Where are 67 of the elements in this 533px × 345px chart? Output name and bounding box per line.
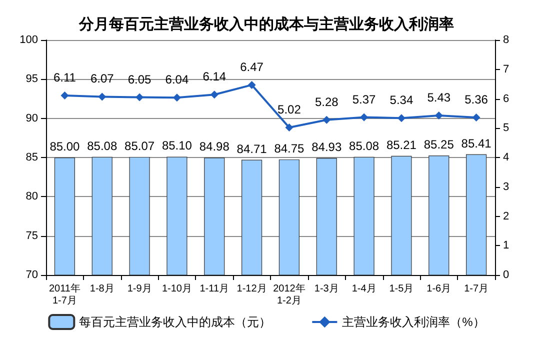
data-label: 6.14 (202, 70, 226, 84)
point (98, 92, 106, 101)
x-tick-label: 1-7月 (464, 284, 489, 294)
y-tick-label: 100 (20, 34, 38, 46)
x-tick-label: 1-12月 (236, 284, 267, 294)
data-label: 85.21 (386, 138, 417, 152)
data-label: 5.02 (278, 102, 302, 117)
data-label: 85.08 (87, 138, 118, 153)
point (248, 80, 256, 89)
y-tick-label: 75 (26, 230, 38, 242)
data-label: 5.36 (464, 92, 488, 107)
data-label: 84.98 (199, 140, 230, 154)
x-tick-label: 1-8月 (90, 284, 114, 294)
data-label: 6.05 (128, 72, 152, 86)
data-label: 6.07 (90, 72, 114, 86)
x-tick-label: 1-10月 (162, 284, 192, 294)
y-tick-label: 80 (26, 190, 38, 203)
y2-tick-label: 7 (503, 63, 510, 76)
data-label: 84.75 (274, 141, 305, 156)
data-label: 5.43 (427, 90, 451, 104)
y-tick-label: 85 (26, 152, 38, 164)
y2-tick-label: 5 (503, 122, 510, 134)
data-label: 85.08 (349, 138, 380, 153)
data-label: 84.93 (312, 140, 342, 154)
chart-title: 分月每百元主营业务收入中的成本与主营业务收入利润率 (78, 15, 454, 33)
data-label: 85.07 (124, 138, 155, 153)
y2-tick-label: 8 (503, 34, 510, 46)
y2-tick-label: 1 (503, 240, 510, 252)
data-label: 85.00 (50, 140, 80, 154)
data-label: 84.71 (236, 142, 268, 156)
data-label: 5.37 (352, 92, 376, 106)
y-tick-label: 90 (26, 112, 38, 124)
data-label: 6.47 (240, 60, 264, 74)
y2-tick-label: 6 (503, 92, 510, 105)
x-tick-label: 1-5月 (389, 284, 414, 294)
point (210, 90, 218, 99)
x-tick-label: 1-9月 (127, 284, 152, 294)
point (472, 114, 480, 122)
data-label: 85.25 (424, 138, 454, 152)
data-label: 6.11 (53, 70, 76, 85)
x-tick-label: 2011年 1-7月 (48, 282, 80, 306)
y2-tick-label: 2 (503, 210, 510, 222)
x-tick-label: 1-11月 (200, 284, 230, 294)
point (360, 113, 368, 122)
point (285, 124, 294, 132)
point (136, 93, 144, 102)
legend-label: 每百元主营业务收入中的成本（元） (79, 315, 272, 329)
y-tick-label: 95 (26, 73, 38, 86)
x-tick-label: 1-4月 (352, 284, 376, 294)
data-label: 85.41 (461, 136, 492, 150)
point (434, 111, 443, 120)
data-label: 6.04 (165, 72, 189, 87)
point (322, 116, 331, 124)
y2-tick-label: 4 (503, 152, 510, 164)
point (172, 94, 181, 102)
point (397, 114, 406, 122)
x-tick-label: 1-3月 (314, 284, 339, 294)
data-label: 85.10 (162, 138, 192, 153)
y2-tick-label: 0 (503, 269, 510, 281)
point (60, 92, 69, 100)
y-tick-label: 70 (26, 269, 38, 281)
y2-tick-label: 3 (503, 180, 510, 193)
data-label: 5.34 (390, 93, 414, 108)
x-tick-label: 2012年 1-2月 (273, 282, 306, 306)
legend-label: 主营业务收入利润率（%） (342, 315, 485, 329)
x-tick-label: 1-6月 (426, 284, 452, 294)
data-label: 5.28 (314, 94, 339, 109)
